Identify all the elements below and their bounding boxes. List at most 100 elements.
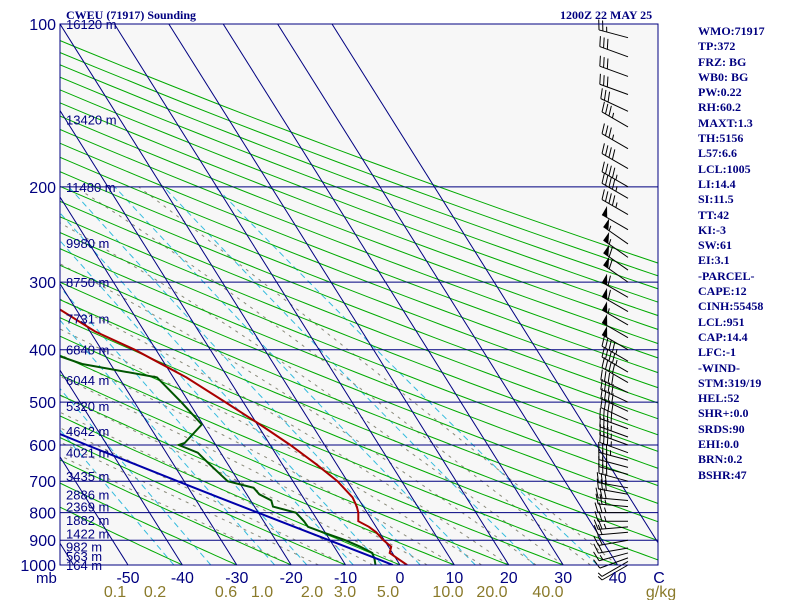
- wind-barb-feather: [607, 275, 611, 286]
- wind-barb: [601, 143, 629, 169]
- wind-barb-feather: [600, 472, 603, 484]
- wind-barb-staff: [601, 133, 629, 150]
- wind-barb-half-feather: [611, 134, 615, 140]
- temperature-tick-label: -40: [171, 570, 194, 587]
- wind-barb-feather: [606, 38, 609, 50]
- dry-adiabat: [60, 185, 658, 420]
- wind-barb: [596, 472, 629, 489]
- sounding-title: CWEU (71917) Sounding: [66, 8, 197, 22]
- height-label: 3435 m: [66, 469, 109, 484]
- profile-series: [60, 308, 408, 565]
- wind-barb-staff: [600, 389, 629, 403]
- mixing-ratio-tick-label: 0.2: [144, 584, 166, 600]
- height-label: 2369 m: [66, 500, 109, 515]
- wind-barb: [601, 101, 629, 128]
- wind-barb: [601, 314, 629, 339]
- wind-barb-feather: [599, 55, 601, 67]
- wind-barb-pennant: [603, 231, 610, 244]
- dry-adiabat: [60, 40, 658, 264]
- wind-barb-staff: [599, 557, 629, 569]
- wind-barb: [599, 73, 629, 95]
- isotherm-line: [60, 282, 238, 565]
- wind-barb-feather: [603, 57, 605, 68]
- wind-barb: [601, 335, 629, 362]
- wind-barb-half-feather: [607, 308, 610, 314]
- mixing-ratio-tick-label: 20.0: [476, 584, 507, 600]
- isotherm-line: [60, 455, 129, 565]
- dry-adiabat: [60, 52, 658, 277]
- sounding-index-item: KI:-3: [698, 222, 726, 237]
- wind-barb: [600, 369, 629, 394]
- wind-barb-pennant: [602, 326, 608, 338]
- temperature-tick-label: -10: [334, 570, 357, 587]
- wind-barb-staff: [598, 547, 629, 554]
- wind-barb: [593, 557, 629, 569]
- sounding-index-item: SHR+:0.0: [698, 406, 749, 421]
- temperature-axis-labels: -50 -40 -30 -20 -10 0 10 20 30 40 C: [116, 570, 664, 587]
- wind-barb-staff: [601, 345, 629, 362]
- wind-barb-pennant: [602, 301, 608, 313]
- temperature-tick-label: 0: [396, 570, 405, 587]
- pressure-tick-label: 200: [29, 180, 56, 197]
- height-label: 2886 m: [66, 487, 109, 502]
- pressure-tick-label: 500: [29, 395, 56, 412]
- wind-barb-half-feather: [615, 359, 618, 366]
- wind-barb: [597, 561, 629, 577]
- wind-barb: [599, 55, 629, 77]
- wind-barb-feather: [611, 341, 616, 353]
- wind-barb-feather: [611, 374, 614, 386]
- wind-barb: [595, 493, 629, 508]
- wind-barb: [601, 357, 629, 383]
- height-label: 563 m: [66, 549, 102, 564]
- wind-barb-half-feather: [599, 554, 604, 560]
- sounding-index-item: SRDS:90: [698, 421, 745, 436]
- pressure-tick-label: 700: [29, 474, 56, 491]
- wind-barb-feather: [611, 363, 616, 374]
- dry-adiabat: [60, 156, 658, 389]
- dry-adiabat: [60, 102, 658, 330]
- wind-barb: [603, 256, 629, 283]
- wind-barb-feather: [600, 369, 603, 380]
- pressure-unit-label: mb: [36, 570, 57, 587]
- wind-barb-feather: [593, 525, 599, 536]
- wind-barb-feather: [601, 123, 605, 134]
- wind-barb-feather: [603, 75, 605, 86]
- wind-barb-staff: [598, 459, 629, 468]
- height-label: 5320 m: [66, 399, 109, 414]
- wind-barb-feather: [601, 357, 605, 368]
- sounding-index-item: -PARCEL-: [698, 268, 755, 283]
- dry-adiabat: [60, 115, 658, 345]
- wind-barb-staff: [601, 367, 629, 383]
- dry-adiabat: [60, 437, 346, 565]
- dry-adiabat: [60, 354, 564, 565]
- sounding-index-item: MAXT:1.3: [698, 115, 753, 130]
- wind-barb-staff: [598, 466, 629, 475]
- mixing-ratio-tick-label: 1.0: [251, 584, 273, 600]
- sounding-time: 1200Z 22 MAY 25: [560, 8, 653, 22]
- wind-barb-staff: [600, 98, 629, 112]
- dry-adiabat: [60, 200, 658, 436]
- sounding-index-item: L57:6.6: [698, 146, 737, 161]
- wind-barb-feather: [599, 408, 601, 419]
- wind-barb-feather: [603, 89, 607, 101]
- dry-adiabat: [60, 171, 658, 404]
- dry-adiabat: [60, 89, 658, 317]
- mixing-ratio-tick-label: 2.0: [301, 584, 323, 600]
- sounding-index-item: HEL:52: [698, 391, 740, 406]
- wind-barb-feather: [608, 127, 612, 138]
- temperature-tick-label: 30: [554, 570, 572, 587]
- wind-barb-feather: [601, 161, 605, 172]
- sounding-index-item: BRN:0.2: [698, 452, 743, 467]
- wind-barb-feather: [597, 535, 603, 545]
- parcel-profile: [60, 432, 394, 565]
- wind-barb-feather: [595, 487, 599, 499]
- dry-adiabat: [60, 459, 292, 565]
- sounding-index-item: EHI:0.0: [698, 437, 740, 452]
- wind-barb-feather: [608, 165, 612, 176]
- wind-barb-staff: [601, 111, 629, 128]
- wind-barb-staff: [601, 153, 629, 169]
- wind-barb-feather: [606, 58, 609, 69]
- dry-adiabat: [60, 374, 509, 565]
- dry-adiabat: [60, 317, 658, 561]
